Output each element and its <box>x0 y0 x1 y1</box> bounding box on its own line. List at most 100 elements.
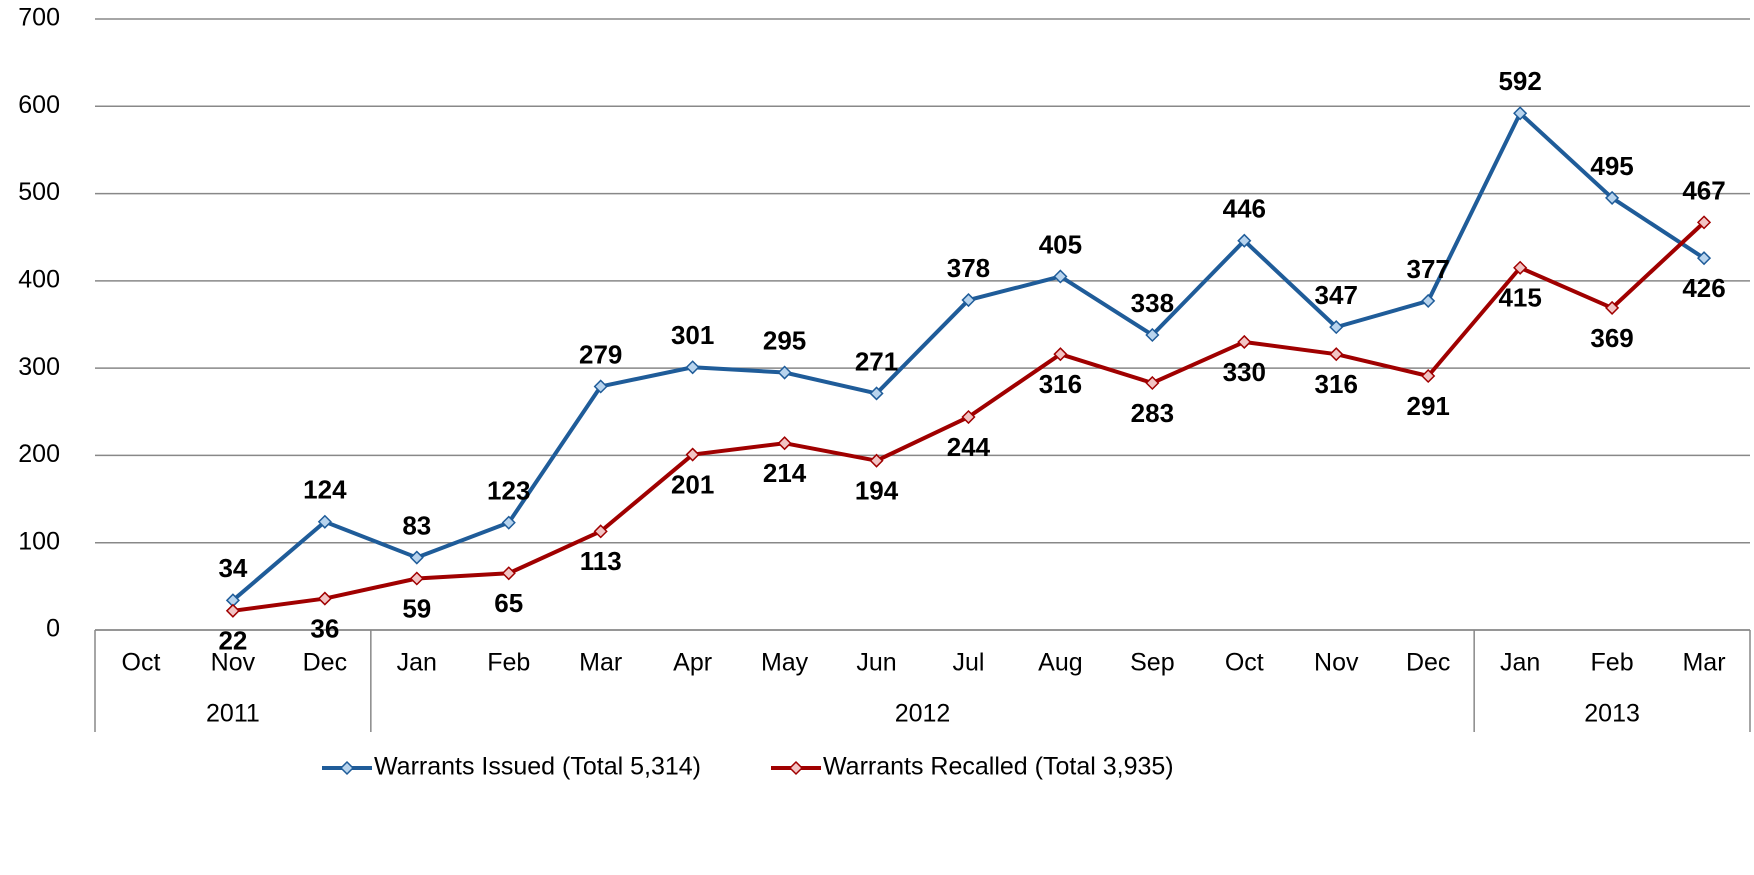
y-tick-label: 700 <box>18 4 60 32</box>
group-label: 2011 <box>206 700 260 728</box>
marker <box>1329 320 1344 335</box>
marker <box>593 524 608 539</box>
marker <box>501 566 516 581</box>
x-tick-label: Feb <box>487 649 530 677</box>
data-label: 378 <box>947 253 990 283</box>
x-tick-label: Dec <box>1406 649 1450 677</box>
x-tick-label: Jun <box>856 649 896 677</box>
marker <box>1329 347 1344 362</box>
x-tick-label: Nov <box>1314 649 1359 677</box>
marker <box>777 436 792 451</box>
legend-marker <box>788 760 804 776</box>
marker <box>1696 215 1712 230</box>
marker <box>1421 293 1436 308</box>
y-tick-label: 600 <box>18 91 60 119</box>
legend-label: Warrants Issued (Total 5,314) <box>374 753 701 781</box>
marker <box>869 386 884 401</box>
data-label: 495 <box>1590 151 1633 181</box>
data-label: 377 <box>1406 254 1449 284</box>
marker <box>1237 334 1252 350</box>
x-tick-label: Aug <box>1038 649 1082 677</box>
data-label: 124 <box>303 475 347 505</box>
y-tick-label: 0 <box>46 615 60 643</box>
marker <box>1696 251 1712 266</box>
marker <box>685 447 700 462</box>
data-label: 279 <box>579 339 622 369</box>
marker <box>1145 327 1160 343</box>
marker <box>317 514 332 529</box>
marker <box>1605 300 1620 315</box>
x-tick-label: May <box>761 649 809 677</box>
legend-marker <box>339 760 355 776</box>
data-label: 271 <box>855 346 898 376</box>
marker <box>961 409 976 425</box>
data-label: 283 <box>1131 398 1174 428</box>
marker <box>1053 269 1068 284</box>
data-label: 316 <box>1315 369 1358 399</box>
data-label: 330 <box>1223 357 1266 387</box>
data-label: 592 <box>1498 66 1541 96</box>
data-label: 83 <box>402 510 431 540</box>
data-label: 295 <box>763 325 806 355</box>
marker <box>409 571 424 586</box>
marker <box>593 379 608 394</box>
x-tick-label: Apr <box>673 649 712 677</box>
marker <box>869 453 884 468</box>
data-label: 316 <box>1039 369 1082 399</box>
data-label: 59 <box>402 593 431 623</box>
marker <box>777 365 792 380</box>
marker <box>317 591 332 606</box>
marker <box>961 292 976 308</box>
x-tick-label: Oct <box>1225 649 1264 677</box>
data-label: 446 <box>1223 194 1266 224</box>
y-tick-label: 200 <box>18 440 60 468</box>
x-tick-label: Sep <box>1130 649 1174 677</box>
data-label: 244 <box>947 432 991 462</box>
group-label: 2013 <box>1584 700 1640 728</box>
y-tick-label: 500 <box>18 178 60 206</box>
data-label: 36 <box>310 613 339 643</box>
marker <box>409 550 424 565</box>
x-tick-label: Mar <box>579 649 622 677</box>
data-label: 415 <box>1498 283 1541 313</box>
data-label: 214 <box>763 458 807 488</box>
data-label: 426 <box>1682 273 1725 303</box>
x-tick-label: Feb <box>1591 649 1634 677</box>
data-label: 113 <box>580 546 622 576</box>
group-label: 2012 <box>895 700 951 728</box>
data-label: 291 <box>1406 391 1449 421</box>
y-tick-label: 300 <box>18 353 60 381</box>
data-label: 194 <box>855 476 899 506</box>
data-label: 201 <box>671 469 714 499</box>
marker <box>1513 260 1528 275</box>
data-label: 65 <box>494 588 523 618</box>
data-label: 301 <box>671 320 714 350</box>
data-label: 347 <box>1315 280 1358 310</box>
x-tick-label: Mar <box>1682 649 1725 677</box>
data-label: 34 <box>218 553 247 583</box>
marker <box>1053 347 1068 362</box>
x-tick-label: Nov <box>211 649 256 677</box>
marker <box>1421 368 1436 384</box>
marker <box>225 603 240 618</box>
y-tick-label: 400 <box>18 265 60 293</box>
data-label: 405 <box>1039 229 1082 259</box>
marker <box>1237 233 1252 248</box>
x-tick-label: Jul <box>952 649 984 677</box>
data-label: 22 <box>218 626 247 656</box>
marker <box>501 515 516 530</box>
legend-label: Warrants Recalled (Total 3,935) <box>823 753 1174 781</box>
data-label: 338 <box>1131 288 1174 318</box>
data-label: 369 <box>1590 323 1633 353</box>
marker <box>1513 106 1528 121</box>
x-tick-label: Dec <box>303 649 347 677</box>
marker <box>1605 190 1620 205</box>
marker <box>685 360 700 375</box>
data-label: 467 <box>1682 175 1725 205</box>
series-line <box>231 111 1706 602</box>
x-tick-label: Jan <box>397 649 437 677</box>
marker <box>1145 375 1160 391</box>
y-tick-label: 100 <box>18 527 60 555</box>
x-tick-label: Oct <box>122 649 161 677</box>
